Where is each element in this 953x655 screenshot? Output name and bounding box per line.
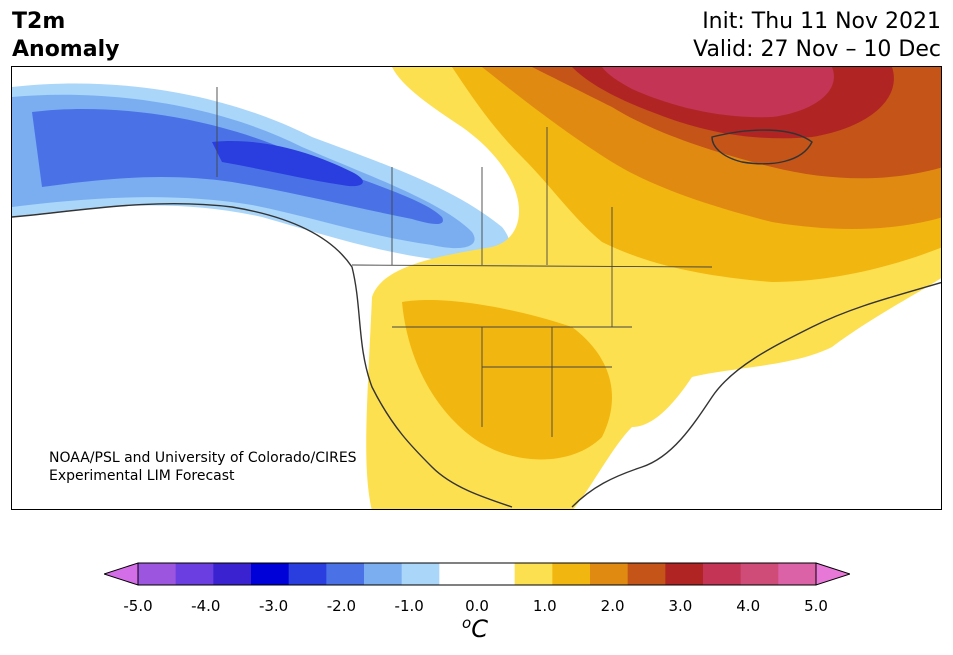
unit-degree: o [462,614,472,632]
colorbar-segment [439,563,478,585]
colorbar-tick-label: -1.0 [394,597,424,615]
colorbar-segment [514,563,553,585]
colorbar-segment [138,563,177,585]
colorbar-tick-label: -2.0 [326,597,357,615]
colorbar-segment [703,563,742,585]
colorbar-segment [740,563,779,585]
colorbar-tick-label: -4.0 [191,597,221,615]
map-canvas [12,67,941,509]
colorbar-segment [364,563,403,585]
colorbar-tick-label: 2.0 [600,597,625,615]
borders [216,87,713,437]
title-line2: Anomaly [12,37,120,62]
colorbar-segment [251,563,290,585]
cold-anomaly-core [212,141,363,187]
credit-line2: Experimental LIM Forecast [49,468,235,484]
colorbar-max-arrow [815,562,850,586]
title-block: T2m Anomaly [12,8,119,64]
credit-block: NOAA/PSL and University of Colorado/CIRE… [49,449,357,485]
colorbar-segment [627,563,666,585]
colorbar-tick-label: 4.0 [736,597,761,615]
colorbar-segment [213,563,252,585]
coastlines [12,129,941,508]
valid-date: Valid: 27 Nov – 10 Dec [693,37,941,62]
date-block: Init: Thu 11 Nov 2021 Valid: 27 Nov – 10… [693,8,941,64]
colorbar-tick-label: 1.0 [532,597,557,615]
warm-anomaly-southwest [402,299,612,460]
colorbar-segment [778,563,817,585]
anomaly-map [11,66,942,510]
title-line1: T2m [12,9,66,34]
init-date: Init: Thu 11 Nov 2021 [702,9,941,34]
colorbar-tick-label: -5.0 [123,597,153,615]
colorbar-segment [665,563,704,585]
colorbar-tick-label: 5.0 [804,597,828,615]
unit-letter: C [471,615,488,643]
colorbar-segment [477,563,516,585]
colorbar-min-arrow [104,562,139,586]
colorbar-segment [175,563,214,585]
colorbar-segment [401,563,440,585]
colorbar-segment [288,563,327,585]
warm-anomaly-rose [602,67,834,118]
colorbar-segment [552,563,591,585]
credit-line1: NOAA/PSL and University of Colorado/CIRE… [49,450,357,466]
colorbar-tick-label: -3.0 [258,597,289,615]
colorbar-outline [137,562,817,586]
colorbar-tick-label: 0.0 [465,597,489,615]
colorbar [104,562,850,586]
colorbar-segment [326,563,365,585]
colorbar-segment [590,563,629,585]
cold-anomaly-strong [32,108,443,224]
colorbar-unit: oC [462,614,488,643]
colorbar-tick-label: 3.0 [668,597,693,615]
colorbar-ticks: -5.0 -4.0 -3.0 -2.0 -1.0 0.0 1.0 2.0 3.0 4.0 5.0 [0,597,953,617]
